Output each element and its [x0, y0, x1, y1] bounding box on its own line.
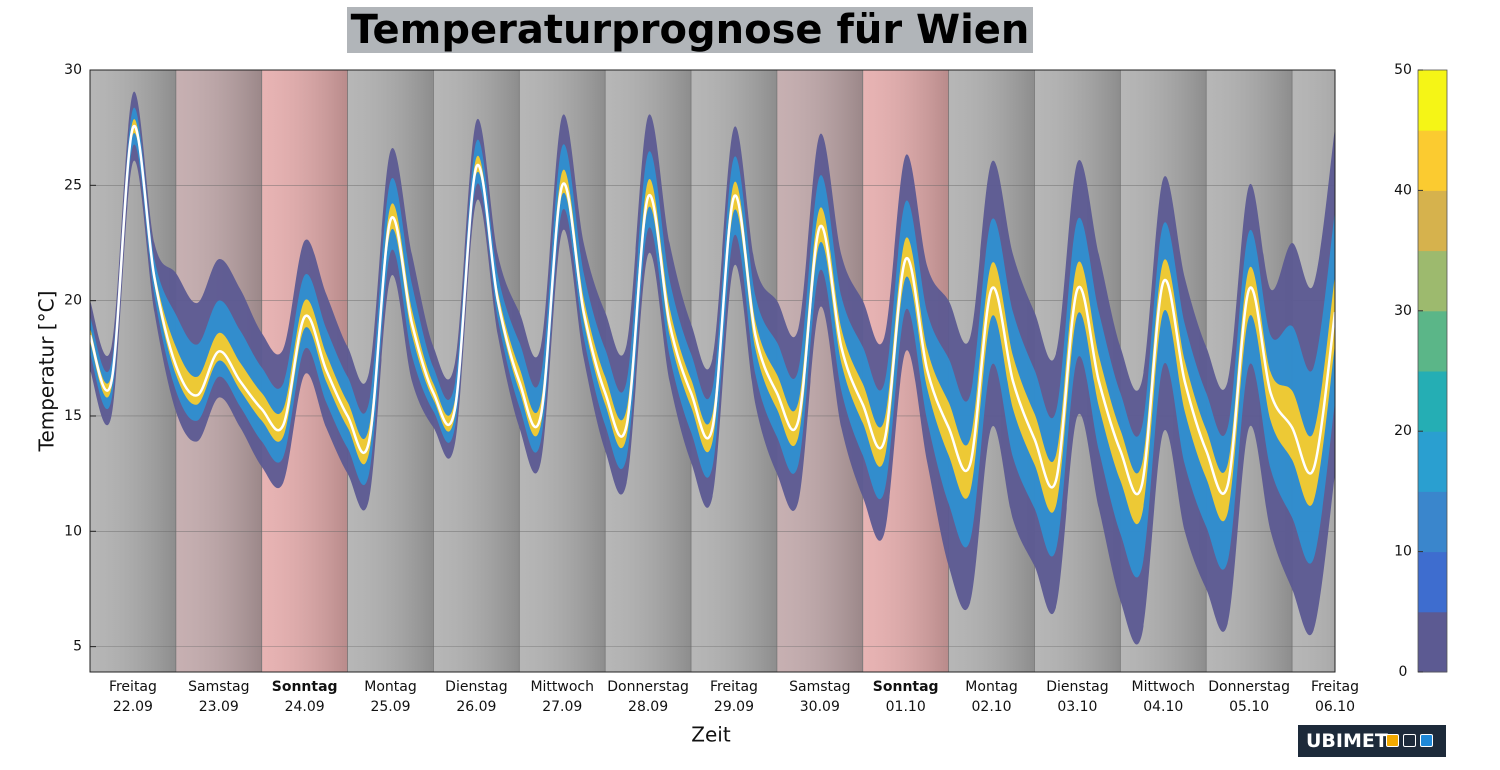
- x-tick-label: 06.10: [1315, 699, 1355, 715]
- x-tick-label: 30.09: [800, 699, 840, 715]
- x-tick-label: 23.09: [199, 699, 239, 715]
- colorbar-segment: [1418, 611, 1447, 673]
- y-axis-label: Temperatur [°C]: [35, 291, 59, 453]
- x-tick-label: Samstag: [789, 679, 850, 695]
- x-tick-label: 26.09: [456, 699, 496, 715]
- x-tick-label: Freitag: [1311, 679, 1359, 695]
- x-tick-label: Sonntag: [272, 679, 338, 695]
- ensemble-band: [90, 107, 1335, 578]
- colorbar-tick-label: 10: [1394, 544, 1412, 560]
- x-tick-label: 24.09: [285, 699, 325, 715]
- y-tick-label: 15: [64, 408, 82, 424]
- x-tick-label: Mittwoch: [530, 679, 594, 695]
- colorbar-tick-label: 50: [1394, 62, 1412, 78]
- logo-icon: [1386, 734, 1399, 747]
- x-tick-label: Montag: [364, 679, 416, 695]
- colorbar-tick-label: 20: [1394, 423, 1412, 439]
- x-tick-label: Dienstag: [445, 679, 507, 695]
- x-tick-label: Samstag: [188, 679, 249, 695]
- colorbar-segment: [1418, 551, 1447, 613]
- colorbar-segment: [1418, 70, 1447, 131]
- plot-frame: [89, 69, 1336, 673]
- x-tick-label: Montag: [965, 679, 1017, 695]
- colorbar-frame: [1417, 69, 1448, 673]
- chart-title: Temperaturprognose für Wien: [347, 7, 1033, 53]
- x-tick-label: 28.09: [628, 699, 668, 715]
- colorbar-segment: [1418, 130, 1447, 191]
- x-tick-label: 05.10: [1229, 699, 1269, 715]
- y-tick-label: 25: [64, 177, 82, 193]
- colorbar-tick-label: 0: [1399, 664, 1408, 680]
- x-axis-label: Zeit: [691, 723, 731, 747]
- y-tick-label: 5: [73, 639, 82, 655]
- x-tick-label: 25.09: [370, 699, 410, 715]
- x-tick-label: 02.10: [972, 699, 1012, 715]
- y-tick-label: 10: [64, 523, 82, 539]
- logo: UBIMET: [1298, 725, 1446, 757]
- colorbar-tick-label: 30: [1394, 303, 1412, 319]
- colorbar-segment: [1418, 310, 1447, 372]
- x-tick-label: 22.09: [113, 699, 153, 715]
- x-tick-label: 03.10: [1057, 699, 1097, 715]
- logo-icon: [1403, 734, 1416, 747]
- x-tick-label: 29.09: [714, 699, 754, 715]
- ensemble-band: [90, 119, 1335, 525]
- colorbar-segment: [1418, 431, 1447, 492]
- x-tick-label: Freitag: [710, 679, 758, 695]
- colorbar-segment: [1418, 250, 1447, 312]
- median-line: [90, 124, 1335, 496]
- x-tick-label: Dienstag: [1046, 679, 1108, 695]
- y-tick-label: 30: [64, 62, 82, 78]
- colorbar-tick-label: 40: [1394, 182, 1412, 198]
- logo-text: UBIMET: [1306, 730, 1388, 752]
- x-tick-label: 04.10: [1143, 699, 1183, 715]
- colorbar-segment: [1418, 491, 1447, 553]
- x-tick-label: Sonntag: [873, 679, 939, 695]
- x-tick-label: Donnerstag: [1208, 679, 1290, 695]
- plot-area: [90, 70, 1335, 672]
- x-tick-label: 01.10: [886, 699, 926, 715]
- y-tick-label: 20: [64, 293, 82, 309]
- x-tick-label: Donnerstag: [607, 679, 689, 695]
- x-tick-label: Mittwoch: [1132, 679, 1196, 695]
- x-tick-label: 27.09: [542, 699, 582, 715]
- colorbar-segment: [1418, 371, 1447, 432]
- x-tick-label: Freitag: [109, 679, 157, 695]
- colorbar-segment: [1418, 190, 1447, 252]
- logo-icon: [1420, 734, 1433, 747]
